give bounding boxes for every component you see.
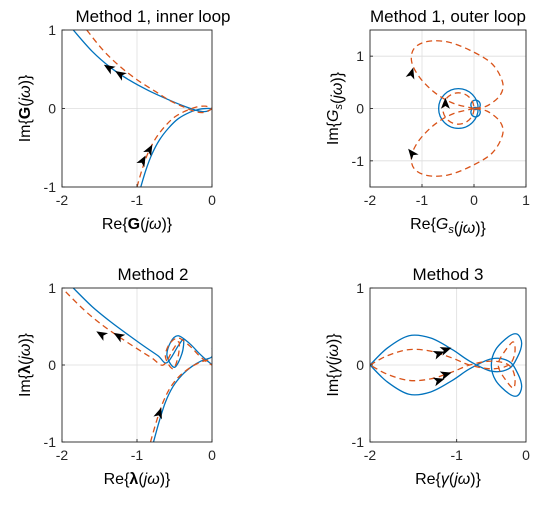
x-tick-label: -2	[364, 447, 377, 463]
chart-panel-2: -2 -1 0 1 -1 0 1 Method 1, outer loop Re{Gs(jω)}…	[325, 7, 530, 237]
x-tick-label: 0	[470, 192, 478, 208]
y-tick-label: 1	[48, 280, 56, 296]
chart-title: Method 2	[118, 265, 189, 284]
y-axis-label: Im{γ(jω)}	[325, 333, 342, 397]
chart-title: Method 1, outer loop	[370, 7, 526, 26]
y-tick-label: 1	[356, 280, 364, 296]
solid-series-line	[72, 288, 212, 368]
dashed-series-line	[136, 105, 212, 187]
x-tick-label: 0	[208, 192, 216, 208]
direction-arrow	[432, 377, 445, 387]
direction-arrow	[432, 351, 445, 360]
dashed-series-line	[370, 341, 516, 389]
y-tick-label: -1	[352, 434, 365, 450]
y-tick-label: -1	[44, 179, 57, 195]
chart-title: Method 3	[413, 265, 484, 284]
solid-series-line	[72, 30, 212, 113]
solid-series-line	[470, 106, 481, 118]
direction-arrow	[408, 148, 419, 161]
dashed-series-line	[86, 30, 212, 114]
x-tick-label: -2	[56, 447, 69, 463]
y-tick-label: 0	[356, 357, 364, 373]
dashed-series-line	[65, 291, 212, 370]
y-tick-label: 0	[356, 101, 364, 117]
y-tick-label: 0	[48, 357, 56, 373]
y-tick-label: 1	[48, 22, 56, 38]
x-axis-label: Re{G(jω)}	[102, 216, 173, 233]
plot-area	[370, 333, 523, 397]
y-axis-label: Im{G(jω)}	[17, 74, 34, 142]
plot-area	[72, 30, 212, 187]
dashed-series-line	[410, 107, 504, 177]
x-tick-label: -2	[56, 192, 69, 208]
chart-title: Method 1, inner loop	[76, 7, 231, 26]
direction-arrow	[439, 347, 452, 356]
plot-area	[405, 40, 504, 177]
y-tick-label: -1	[44, 434, 57, 450]
direction-arrow	[440, 97, 450, 109]
y-axis-label: Im{λ(jω)}	[17, 332, 34, 397]
x-tick-label: -1	[416, 192, 429, 208]
direction-arrow	[115, 71, 127, 81]
solid-series-line	[140, 107, 212, 187]
y-tick-label: 0	[48, 101, 56, 117]
y-axis-label: Im{Gs(jω)}	[325, 71, 346, 145]
y-tick-label: -1	[352, 153, 365, 169]
x-axis-label: Re{Gs(jω)}	[410, 216, 486, 237]
y-tick-label: 1	[356, 48, 364, 64]
direction-arrow	[153, 407, 162, 420]
direction-arrow	[439, 371, 452, 381]
direction-arrow	[405, 67, 415, 80]
dashed-series-line	[149, 359, 212, 442]
x-tick-label: -1	[131, 447, 144, 463]
x-axis-label: Re{γ(jω)}	[415, 471, 481, 488]
x-tick-label: -1	[450, 447, 463, 463]
dashed-series-line	[410, 40, 504, 110]
x-axis-label: Re{λ(jω)}	[104, 471, 171, 488]
x-tick-label: -1	[131, 192, 144, 208]
direction-arrow	[143, 144, 153, 157]
solid-series-line	[470, 99, 481, 111]
solid-series-line	[370, 333, 523, 397]
x-tick-label: 0	[208, 447, 216, 463]
x-tick-label: 1	[522, 192, 530, 208]
plot-area	[65, 288, 212, 442]
direction-arrow	[113, 332, 126, 343]
direction-arrow	[103, 64, 116, 75]
x-tick-label: 0	[522, 447, 530, 463]
solid-series-line	[152, 348, 212, 442]
direction-arrow	[96, 331, 109, 341]
x-tick-label: -2	[364, 192, 377, 208]
direction-arrow	[136, 155, 146, 168]
